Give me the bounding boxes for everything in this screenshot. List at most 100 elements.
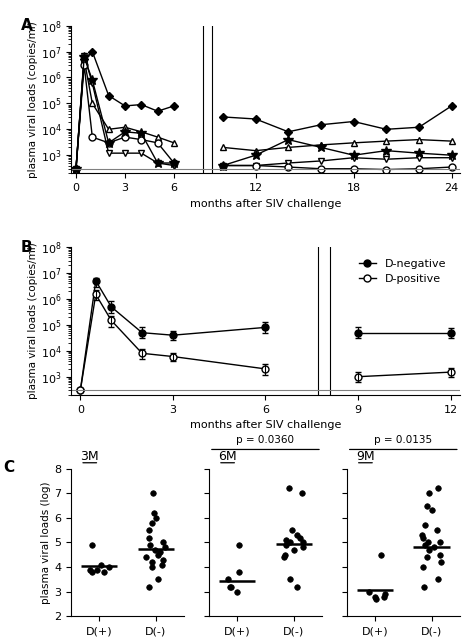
- R06-034: [122, 123, 128, 131]
- R01-012: [90, 48, 95, 55]
- R01-012: [138, 101, 144, 108]
- D-positive: [93, 291, 99, 299]
- R01-012: [82, 55, 87, 63]
- R08-005: [106, 139, 111, 147]
- Point: [89, 540, 96, 550]
- Point: [377, 550, 384, 560]
- D-negative: [170, 331, 176, 339]
- R-360: [171, 159, 177, 167]
- Point: [236, 540, 243, 550]
- Point: [285, 483, 292, 494]
- R06-034: [90, 100, 95, 107]
- Point: [151, 508, 158, 518]
- D-positive: [170, 352, 176, 360]
- R05-006: [138, 150, 144, 157]
- R05-006: [155, 159, 161, 167]
- R-360: [155, 159, 161, 167]
- R-360: [82, 53, 87, 61]
- Point: [365, 587, 373, 597]
- R05-006: [171, 162, 177, 169]
- Point: [293, 530, 301, 541]
- D-negative: [93, 277, 99, 284]
- D-positive: [78, 386, 83, 394]
- D-positive: [139, 349, 145, 357]
- Point: [435, 483, 442, 494]
- Point: [154, 550, 162, 560]
- Point: [282, 535, 290, 545]
- R08-005: [138, 135, 144, 143]
- Text: p = 0.0135: p = 0.0135: [374, 435, 432, 445]
- R05-006: [82, 52, 87, 60]
- R06-034: [73, 165, 79, 173]
- R05-006: [106, 150, 111, 157]
- Point: [420, 582, 428, 592]
- R01-012: [155, 107, 161, 115]
- Point: [433, 525, 441, 535]
- Point: [281, 550, 289, 560]
- R01-012: [106, 92, 111, 100]
- R-360: [90, 76, 95, 84]
- Text: p = 0.0360: p = 0.0360: [237, 435, 294, 445]
- Point: [98, 560, 105, 570]
- Point: [421, 540, 429, 550]
- Point: [148, 517, 155, 528]
- D-positive: [263, 365, 268, 373]
- Point: [281, 552, 288, 562]
- Point: [290, 544, 297, 555]
- Point: [224, 574, 232, 584]
- Point: [235, 567, 243, 577]
- Point: [148, 562, 155, 572]
- Point: [380, 591, 388, 602]
- Point: [234, 587, 241, 597]
- Point: [158, 560, 165, 570]
- D-negative: [263, 324, 268, 331]
- R06-034: [155, 134, 161, 141]
- R01-012: [171, 102, 177, 110]
- Point: [381, 589, 388, 600]
- Line: D-positive: D-positive: [77, 291, 269, 394]
- X-axis label: months after SIV challenge: months after SIV challenge: [190, 198, 341, 209]
- Point: [100, 567, 108, 577]
- Point: [298, 488, 306, 498]
- Point: [425, 488, 432, 498]
- D-negative: [109, 303, 114, 311]
- Point: [228, 582, 235, 592]
- R08-005: [82, 61, 87, 69]
- Point: [159, 555, 167, 565]
- R06-034: [106, 125, 111, 133]
- Point: [423, 501, 431, 511]
- R-360: [122, 128, 128, 135]
- Y-axis label: plasma viral loads (copies/ml): plasma viral loads (copies/ml): [28, 243, 38, 399]
- R-360: [138, 130, 144, 137]
- Point: [434, 574, 441, 584]
- Point: [151, 544, 159, 555]
- Line: R-360: R-360: [71, 53, 179, 173]
- R08-005: [73, 165, 79, 173]
- R-360: [73, 165, 79, 173]
- Text: B: B: [20, 240, 32, 255]
- Point: [436, 550, 443, 560]
- Line: R08-005: R08-005: [73, 62, 177, 172]
- Point: [426, 544, 433, 555]
- Line: R06-034: R06-034: [73, 56, 177, 172]
- Point: [286, 574, 294, 584]
- R05-006: [122, 150, 128, 157]
- Text: C: C: [3, 460, 14, 475]
- Point: [286, 537, 293, 548]
- Point: [282, 540, 289, 550]
- R01-012: [73, 165, 79, 173]
- Point: [438, 557, 445, 568]
- Point: [148, 557, 155, 568]
- R01-012: [122, 102, 128, 110]
- R06-034: [171, 139, 177, 147]
- Point: [372, 591, 379, 602]
- Point: [293, 582, 301, 592]
- X-axis label: months after SIV challenge: months after SIV challenge: [190, 420, 341, 430]
- R06-034: [138, 128, 144, 135]
- Point: [419, 530, 426, 541]
- Line: D-negative: D-negative: [77, 277, 269, 394]
- Point: [89, 567, 96, 577]
- Point: [87, 564, 94, 575]
- Line: R05-006: R05-006: [73, 52, 177, 172]
- Point: [155, 574, 162, 584]
